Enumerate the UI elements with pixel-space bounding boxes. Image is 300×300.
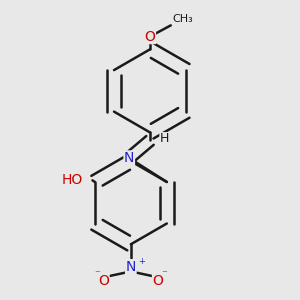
Text: O: O [145,29,155,44]
Text: HO: HO [61,173,83,188]
Text: ⁻: ⁻ [161,270,167,280]
Text: O: O [153,274,164,288]
Text: CH₃: CH₃ [172,14,193,24]
Text: +: + [138,257,145,266]
Text: H: H [160,132,169,145]
Text: ⁻: ⁻ [94,270,100,280]
Text: N: N [124,151,134,165]
Text: N: N [126,260,136,274]
Text: O: O [98,274,109,288]
